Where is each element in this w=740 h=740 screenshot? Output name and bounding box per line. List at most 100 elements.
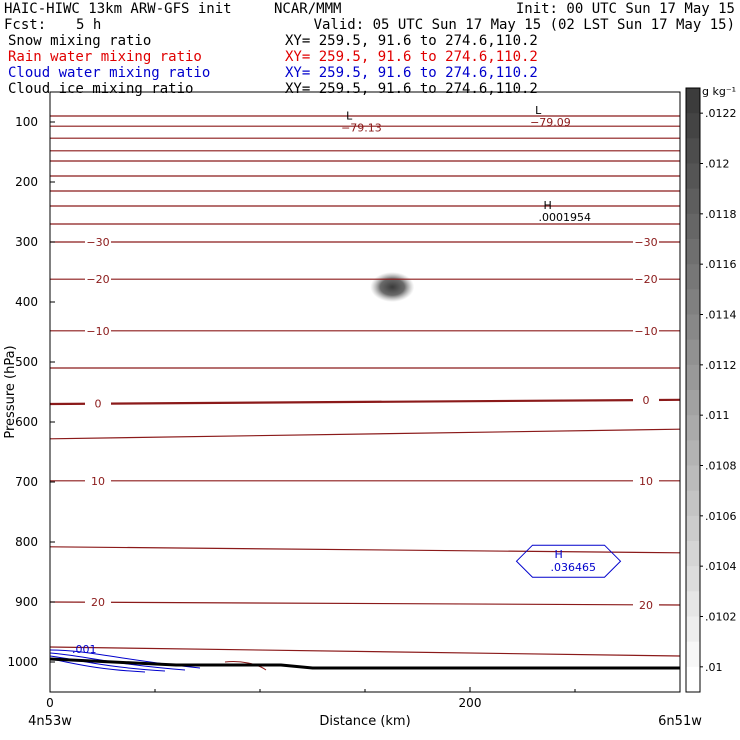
contour-label-bg (633, 236, 659, 248)
snow-mixing-shading (370, 272, 415, 302)
colorbar-tick-label: .0104 (705, 560, 737, 573)
extremum-value-0: −79.13 (341, 122, 382, 135)
extremum-value-1: −79.09 (530, 116, 571, 129)
temperature-contour-label: −20 (634, 273, 657, 286)
colorbar-swatch (686, 138, 700, 164)
colorbar-tick-label: .011 (705, 409, 730, 422)
y-tick-label: 600 (15, 415, 38, 429)
colorbar-tick-label: .0106 (705, 510, 737, 523)
extremum-value-2: .0001954 (539, 211, 592, 224)
temperature-contour-label: 20 (91, 596, 105, 609)
temperature-contour-label: 10 (91, 475, 105, 488)
temperature-contour-label: −10 (634, 325, 657, 338)
init-time: Init: 00 UTC Sun 17 May 15 (515, 1, 735, 17)
temperature-contour-label: −30 (634, 236, 657, 249)
terrain-line (49, 657, 680, 670)
contour-label-bg (85, 236, 111, 248)
temperature-contour-17 (49, 601, 681, 606)
colorbar-swatch (686, 390, 700, 416)
temperature-contour-label: 20 (639, 599, 653, 612)
colorbar-swatch (686, 415, 700, 441)
extremum-label-2: H (544, 199, 552, 212)
contour-label-bg (633, 598, 659, 611)
extremum-label-0: L (346, 110, 353, 123)
y-tick-label: 800 (15, 535, 38, 549)
colorbar-tick-label: .0116 (705, 258, 737, 271)
colorbar-unit: g kg⁻¹ (702, 85, 736, 98)
x-tick-label: 200 (459, 696, 482, 710)
colorbar-swatch (686, 490, 700, 517)
fcst-value: 5 h (76, 17, 102, 33)
contour-label-bg (633, 474, 659, 487)
contour-label-bg (85, 596, 111, 609)
temperature-contour-18 (49, 646, 681, 657)
fcst-label: Fcst: (4, 17, 47, 33)
colorbar-swatch (686, 239, 700, 265)
colorbar-swatch (686, 641, 700, 668)
colorbar-swatch (686, 113, 700, 139)
colorbar-tick-label: .0114 (705, 309, 737, 322)
field-label-rain: Rain water mixing ratio (8, 49, 202, 65)
cloud-water-contour-label: .001 (72, 643, 97, 656)
x-tick-label: 0 (46, 696, 54, 710)
valid-time: Valid: 05 UTC Sun 17 May 15 (02 LST Sun … (313, 17, 735, 33)
colorbar-swatch (686, 440, 700, 466)
contour-label-bg (85, 397, 111, 410)
colorbar-swatch (686, 339, 700, 366)
colorbar-swatch (686, 515, 700, 542)
temperature-contour-label: −10 (86, 325, 109, 338)
field-label-cloudwater: Cloud water mixing ratio (8, 65, 211, 81)
field-xy-cloudwater: XY= 259.5, 91.6 to 274.6,110.2 (285, 65, 538, 81)
field-xy-cloudice: XY= 259.5, 91.6 to 274.6,110.2 (285, 81, 538, 97)
cloud-water-max-contour (515, 544, 622, 578)
temperature-contour-label: 0 (643, 394, 650, 407)
colorbar-tick-label: .01 (705, 661, 723, 674)
y-axis-label: Pressure (hPa) (3, 345, 18, 438)
x-axis-label: Distance (km) (319, 714, 410, 729)
colorbar-swatch (686, 188, 700, 215)
cloud-water-max-value: .036465 (551, 561, 597, 574)
y-tick-label: 400 (15, 295, 38, 309)
field-label-snow: Snow mixing ratio (8, 33, 152, 49)
colorbar-swatch (686, 314, 700, 341)
field-label-cloudice: Cloud ice mixing ratio (8, 81, 194, 97)
cloud-water-max-H: H (555, 548, 563, 561)
colorbar-tick-label: .0112 (705, 359, 737, 372)
y-tick-label: 1000 (7, 655, 38, 669)
colorbar-swatch (686, 591, 700, 617)
y-tick-label: 700 (15, 475, 38, 489)
colorbar-tick-label: .0118 (705, 208, 737, 221)
x-end-label: 6n51w (658, 714, 702, 729)
colorbar-swatch (686, 289, 700, 315)
temperature-contour-13 (49, 398, 681, 406)
cloud-water-contour-2 (49, 655, 166, 672)
colorbar-swatch (686, 264, 700, 290)
contour-label-bg (633, 324, 659, 337)
y-tick-label: 900 (15, 595, 38, 609)
colorbar-swatch (686, 163, 700, 190)
y-tick-label: 300 (15, 235, 38, 249)
colorbar-swatch (686, 566, 700, 592)
contour-label-bg (85, 474, 111, 487)
model-title: HAIC-HIWC 13km ARW-GFS init (4, 1, 232, 17)
colorbar-tick-label: .012 (705, 158, 730, 171)
contour-label-bg (633, 394, 659, 407)
temperature-contour-label: 10 (639, 475, 653, 488)
temperature-contour-14 (49, 428, 681, 440)
rain-contour (224, 661, 267, 671)
y-tick-label: 200 (15, 175, 38, 189)
colorbar-swatch (686, 364, 700, 391)
y-tick-label: 100 (15, 115, 38, 129)
extremum-label-1: L (535, 104, 542, 117)
contour-label-bg (633, 273, 659, 286)
temperature-contour-label: −20 (86, 273, 109, 286)
x-start-label: 4n53w (28, 714, 72, 729)
y-tick-label: 500 (15, 355, 38, 369)
temperature-contour-label: 0 (95, 398, 102, 411)
temperature-contour-label: −30 (86, 236, 109, 249)
contour-label-bg (85, 273, 111, 286)
colorbar-swatch (686, 213, 700, 240)
colorbar-swatch (686, 465, 700, 492)
org-label: NCAR/MMM (274, 1, 342, 17)
